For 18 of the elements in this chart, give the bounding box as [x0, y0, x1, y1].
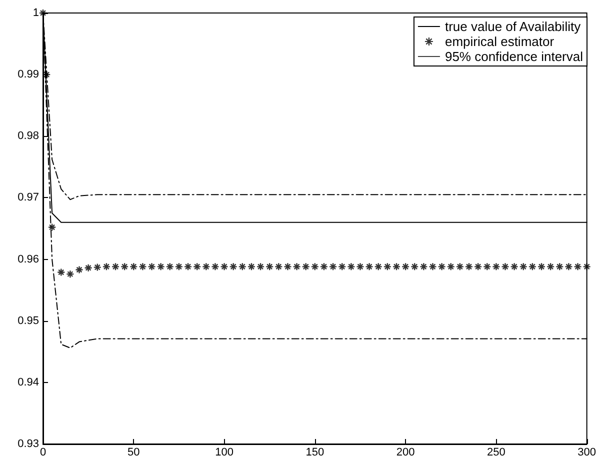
y-tick-label: 0.96 [18, 253, 39, 266]
legend-label: 95% confidence interval [444, 49, 584, 64]
x-tick-label: 300 [578, 446, 596, 458]
y-tick-label: 1 [32, 7, 39, 19]
y-tick-label: 0.97 [18, 192, 39, 204]
y-tick-label: 0.95 [18, 314, 39, 327]
x-tick-label: 50 [128, 446, 140, 458]
x-tick-label: 0 [40, 446, 46, 458]
x-tick-label: 200 [396, 446, 415, 458]
x-tick-label: 100 [215, 446, 234, 458]
y-tick-label: 0.98 [18, 130, 39, 142]
x-tick-label: 250 [487, 446, 506, 458]
y-tick-label: 0.99 [18, 68, 39, 81]
y-tick-label: 0.93 [18, 438, 39, 450]
x-tick-label: 150 [306, 446, 324, 458]
legend-label: empirical estimator [444, 34, 555, 49]
legend-label: true value of Availability [444, 19, 582, 34]
y-tick-label: 0.94 [18, 376, 39, 388]
